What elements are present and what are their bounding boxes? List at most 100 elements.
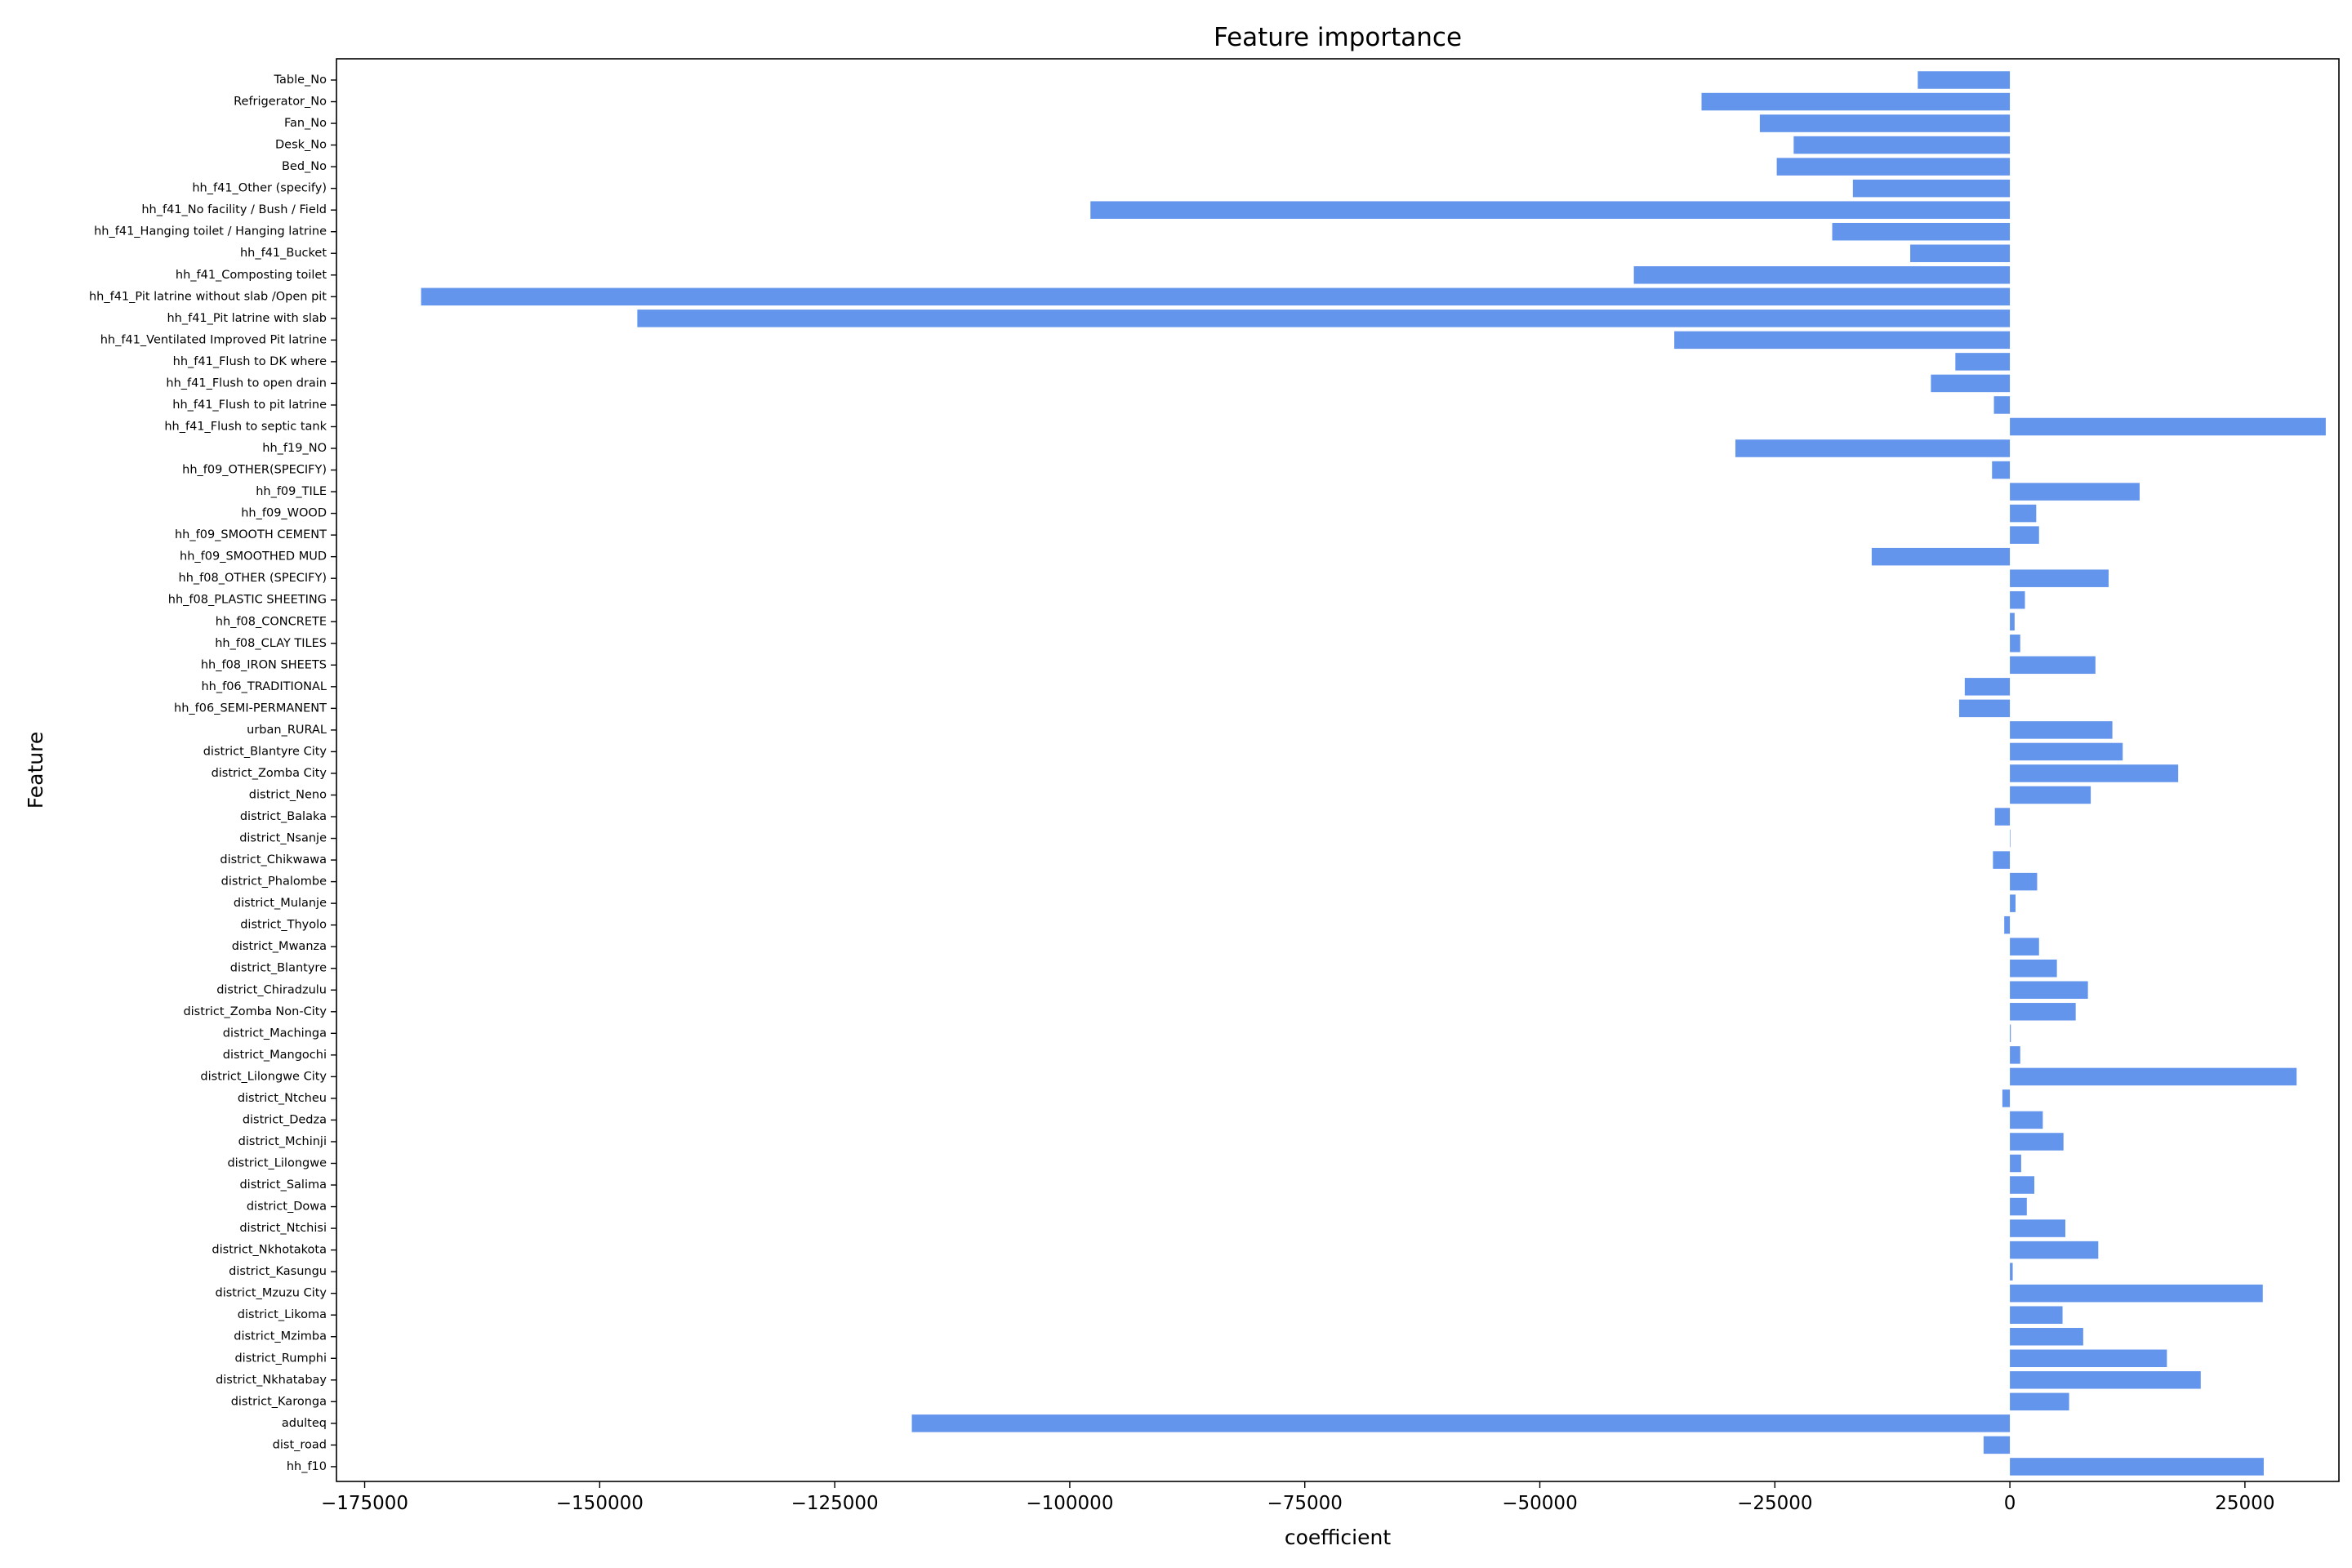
bar: [2010, 504, 2037, 523]
x-tick-label: −175000: [321, 1493, 408, 1514]
y-tick-label: hh_f41_Hanging toilet / Hanging latrine: [94, 225, 327, 238]
y-tick-label: district_Blantyre: [230, 962, 327, 975]
bar: [2010, 1154, 2021, 1173]
bar: [2010, 894, 2016, 912]
bar: [2004, 915, 2011, 934]
bar: [1832, 222, 2011, 241]
y-tick-label: hh_f41_Flush to DK where: [173, 355, 327, 368]
bar: [1701, 92, 2011, 111]
y-tick-label: district_Salima: [239, 1178, 327, 1192]
bar: [2010, 786, 2091, 804]
bar: [2010, 959, 2057, 978]
bar: [2010, 872, 2038, 891]
y-tick-label: district_Thyolo: [240, 919, 327, 932]
y-tick-label: hh_f41_Other (specify): [192, 182, 327, 195]
bar: [2010, 656, 2096, 675]
bar: [2010, 1176, 2035, 1194]
bar: [1852, 179, 2011, 198]
bar: [2010, 1458, 2264, 1476]
bar: [2010, 1371, 2201, 1389]
bar: [911, 1414, 2011, 1432]
x-axis-label: coefficient: [1285, 1526, 1392, 1549]
bar: [421, 287, 2011, 306]
y-tick-label: hh_f08_CLAY TILES: [215, 637, 327, 650]
y-tick-label: hh_f08_IRON SHEETS: [201, 658, 327, 671]
bar: [2010, 1111, 2043, 1129]
y-tick-label: district_Mzimba: [234, 1330, 327, 1343]
bar: [1910, 244, 2011, 262]
bar: [2010, 938, 2039, 956]
y-tick-label: hh_f08_OTHER (SPECIFY): [179, 572, 327, 585]
y-tick-label: district_Lilongwe City: [200, 1070, 327, 1083]
y-tick-label: district_Ntcheu: [238, 1092, 327, 1105]
y-tick-label: hh_f06_SEMI-PERMANENT: [174, 702, 327, 715]
y-tick-label: hh_f09_SMOOTH CEMENT: [175, 528, 327, 541]
bar: [1759, 114, 2011, 132]
bar: [2010, 1046, 2020, 1064]
bar: [1918, 71, 2011, 89]
y-tick-label: district_Zomba City: [212, 767, 327, 780]
y-tick-label: district_Mangochi: [223, 1049, 327, 1062]
y-tick-label: Table_No: [274, 74, 327, 87]
bar: [1776, 158, 2011, 176]
y-tick-label: hh_f09_WOOD: [241, 507, 327, 520]
y-axis-label: Feature: [24, 732, 47, 808]
y-tick-label: district_Nkhotakota: [212, 1244, 327, 1257]
x-axis: −175000 −150000 −125000 −100000 −75000 −50000…: [321, 1481, 2274, 1514]
y-tick-label: district_Mwanza: [232, 940, 327, 953]
bar: [1964, 678, 2011, 696]
y-tick-label: district_Machinga: [223, 1027, 327, 1040]
bar: [1871, 547, 2011, 566]
bar: [2010, 526, 2039, 544]
y-tick-label: hh_f10: [287, 1460, 327, 1473]
y-tick-label: dist_road: [273, 1438, 327, 1451]
bar: [2010, 1219, 2066, 1237]
bar: [1992, 461, 2011, 479]
bar: [1633, 266, 2011, 284]
y-tick-label: district_Neno: [249, 788, 327, 801]
bar: [2010, 742, 2123, 761]
y-tick-label: district_Nsanje: [239, 832, 327, 845]
x-tick-label: −100000: [1026, 1493, 1113, 1514]
y-tick-label: district_Balaka: [240, 810, 327, 823]
bar: [2010, 417, 2326, 436]
bar: [1793, 136, 2011, 154]
y-tick-label: hh_f41_No facility / Bush / Field: [141, 203, 327, 216]
bar: [1993, 851, 2011, 869]
bar: [2010, 1392, 2069, 1411]
y-tick-label: district_Blantyre City: [203, 745, 327, 758]
y-tick-label: district_Kasungu: [229, 1265, 327, 1278]
bar: [2010, 1327, 2083, 1346]
bar: [1993, 396, 2011, 414]
y-tick-label: district_Likoma: [238, 1308, 327, 1321]
y-tick-label: hh_f41_Pit latrine without slab /Open pi…: [89, 290, 327, 303]
x-tick-label: −150000: [556, 1493, 644, 1514]
bar: [2010, 483, 2140, 501]
y-tick-label: urban_RURAL: [247, 724, 327, 737]
y-tick-label: district_Karonga: [231, 1395, 327, 1408]
bar: [2010, 764, 2179, 782]
y-tick-label: district_Nkhatabay: [216, 1374, 327, 1387]
bar: [2010, 1349, 2167, 1368]
x-tick-label: 25000: [2215, 1493, 2274, 1514]
y-tick-label: Bed_No: [282, 160, 327, 173]
y-tick-label: hh_f09_OTHER(SPECIFY): [182, 464, 327, 477]
bar: [2010, 1284, 2263, 1303]
y-tick-label: district_Ntchisi: [239, 1222, 327, 1235]
bar: [2010, 1003, 2076, 1021]
y-tick-label: district_Mulanje: [234, 897, 327, 910]
y-tick-label: hh_f08_PLASTIC SHEETING: [168, 594, 327, 607]
bar: [2010, 1306, 2063, 1324]
bar: [1735, 439, 2011, 457]
y-tick-label: hh_f08_CONCRETE: [216, 615, 327, 628]
bar: [1931, 374, 2011, 393]
bar: [2010, 829, 2011, 848]
bar: [2010, 635, 2020, 653]
bar: [1955, 353, 2011, 371]
bar: [1983, 1436, 2011, 1454]
y-tick-label: hh_f19_NO: [262, 442, 327, 455]
bar: [2010, 612, 2015, 630]
y-tick-label: adulteq: [282, 1417, 327, 1430]
bar: [2010, 590, 2025, 609]
